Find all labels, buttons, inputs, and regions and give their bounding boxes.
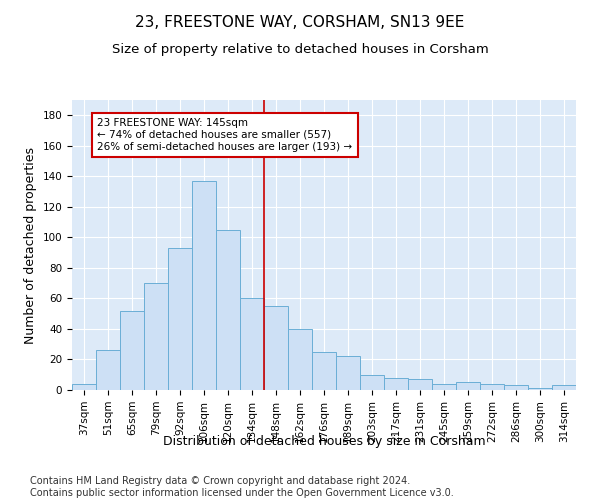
Bar: [312, 352, 336, 390]
Text: Size of property relative to detached houses in Corsham: Size of property relative to detached ho…: [112, 42, 488, 56]
Bar: [168, 248, 192, 390]
Text: 23, FREESTONE WAY, CORSHAM, SN13 9EE: 23, FREESTONE WAY, CORSHAM, SN13 9EE: [136, 15, 464, 30]
Bar: [336, 356, 360, 390]
Bar: [552, 386, 576, 390]
Text: Distribution of detached houses by size in Corsham: Distribution of detached houses by size …: [163, 435, 485, 448]
Bar: [432, 384, 456, 390]
Bar: [144, 283, 168, 390]
Bar: [480, 384, 504, 390]
Bar: [288, 329, 312, 390]
Bar: [240, 298, 264, 390]
Bar: [72, 384, 96, 390]
Bar: [360, 374, 384, 390]
Bar: [216, 230, 240, 390]
Y-axis label: Number of detached properties: Number of detached properties: [24, 146, 37, 344]
Bar: [456, 382, 480, 390]
Bar: [504, 386, 528, 390]
Bar: [384, 378, 408, 390]
Bar: [96, 350, 120, 390]
Bar: [408, 380, 432, 390]
Text: Contains HM Land Registry data © Crown copyright and database right 2024.
Contai: Contains HM Land Registry data © Crown c…: [30, 476, 454, 498]
Bar: [120, 310, 144, 390]
Bar: [192, 181, 216, 390]
Bar: [264, 306, 288, 390]
Bar: [528, 388, 552, 390]
Text: 23 FREESTONE WAY: 145sqm
← 74% of detached houses are smaller (557)
26% of semi-: 23 FREESTONE WAY: 145sqm ← 74% of detach…: [97, 118, 352, 152]
